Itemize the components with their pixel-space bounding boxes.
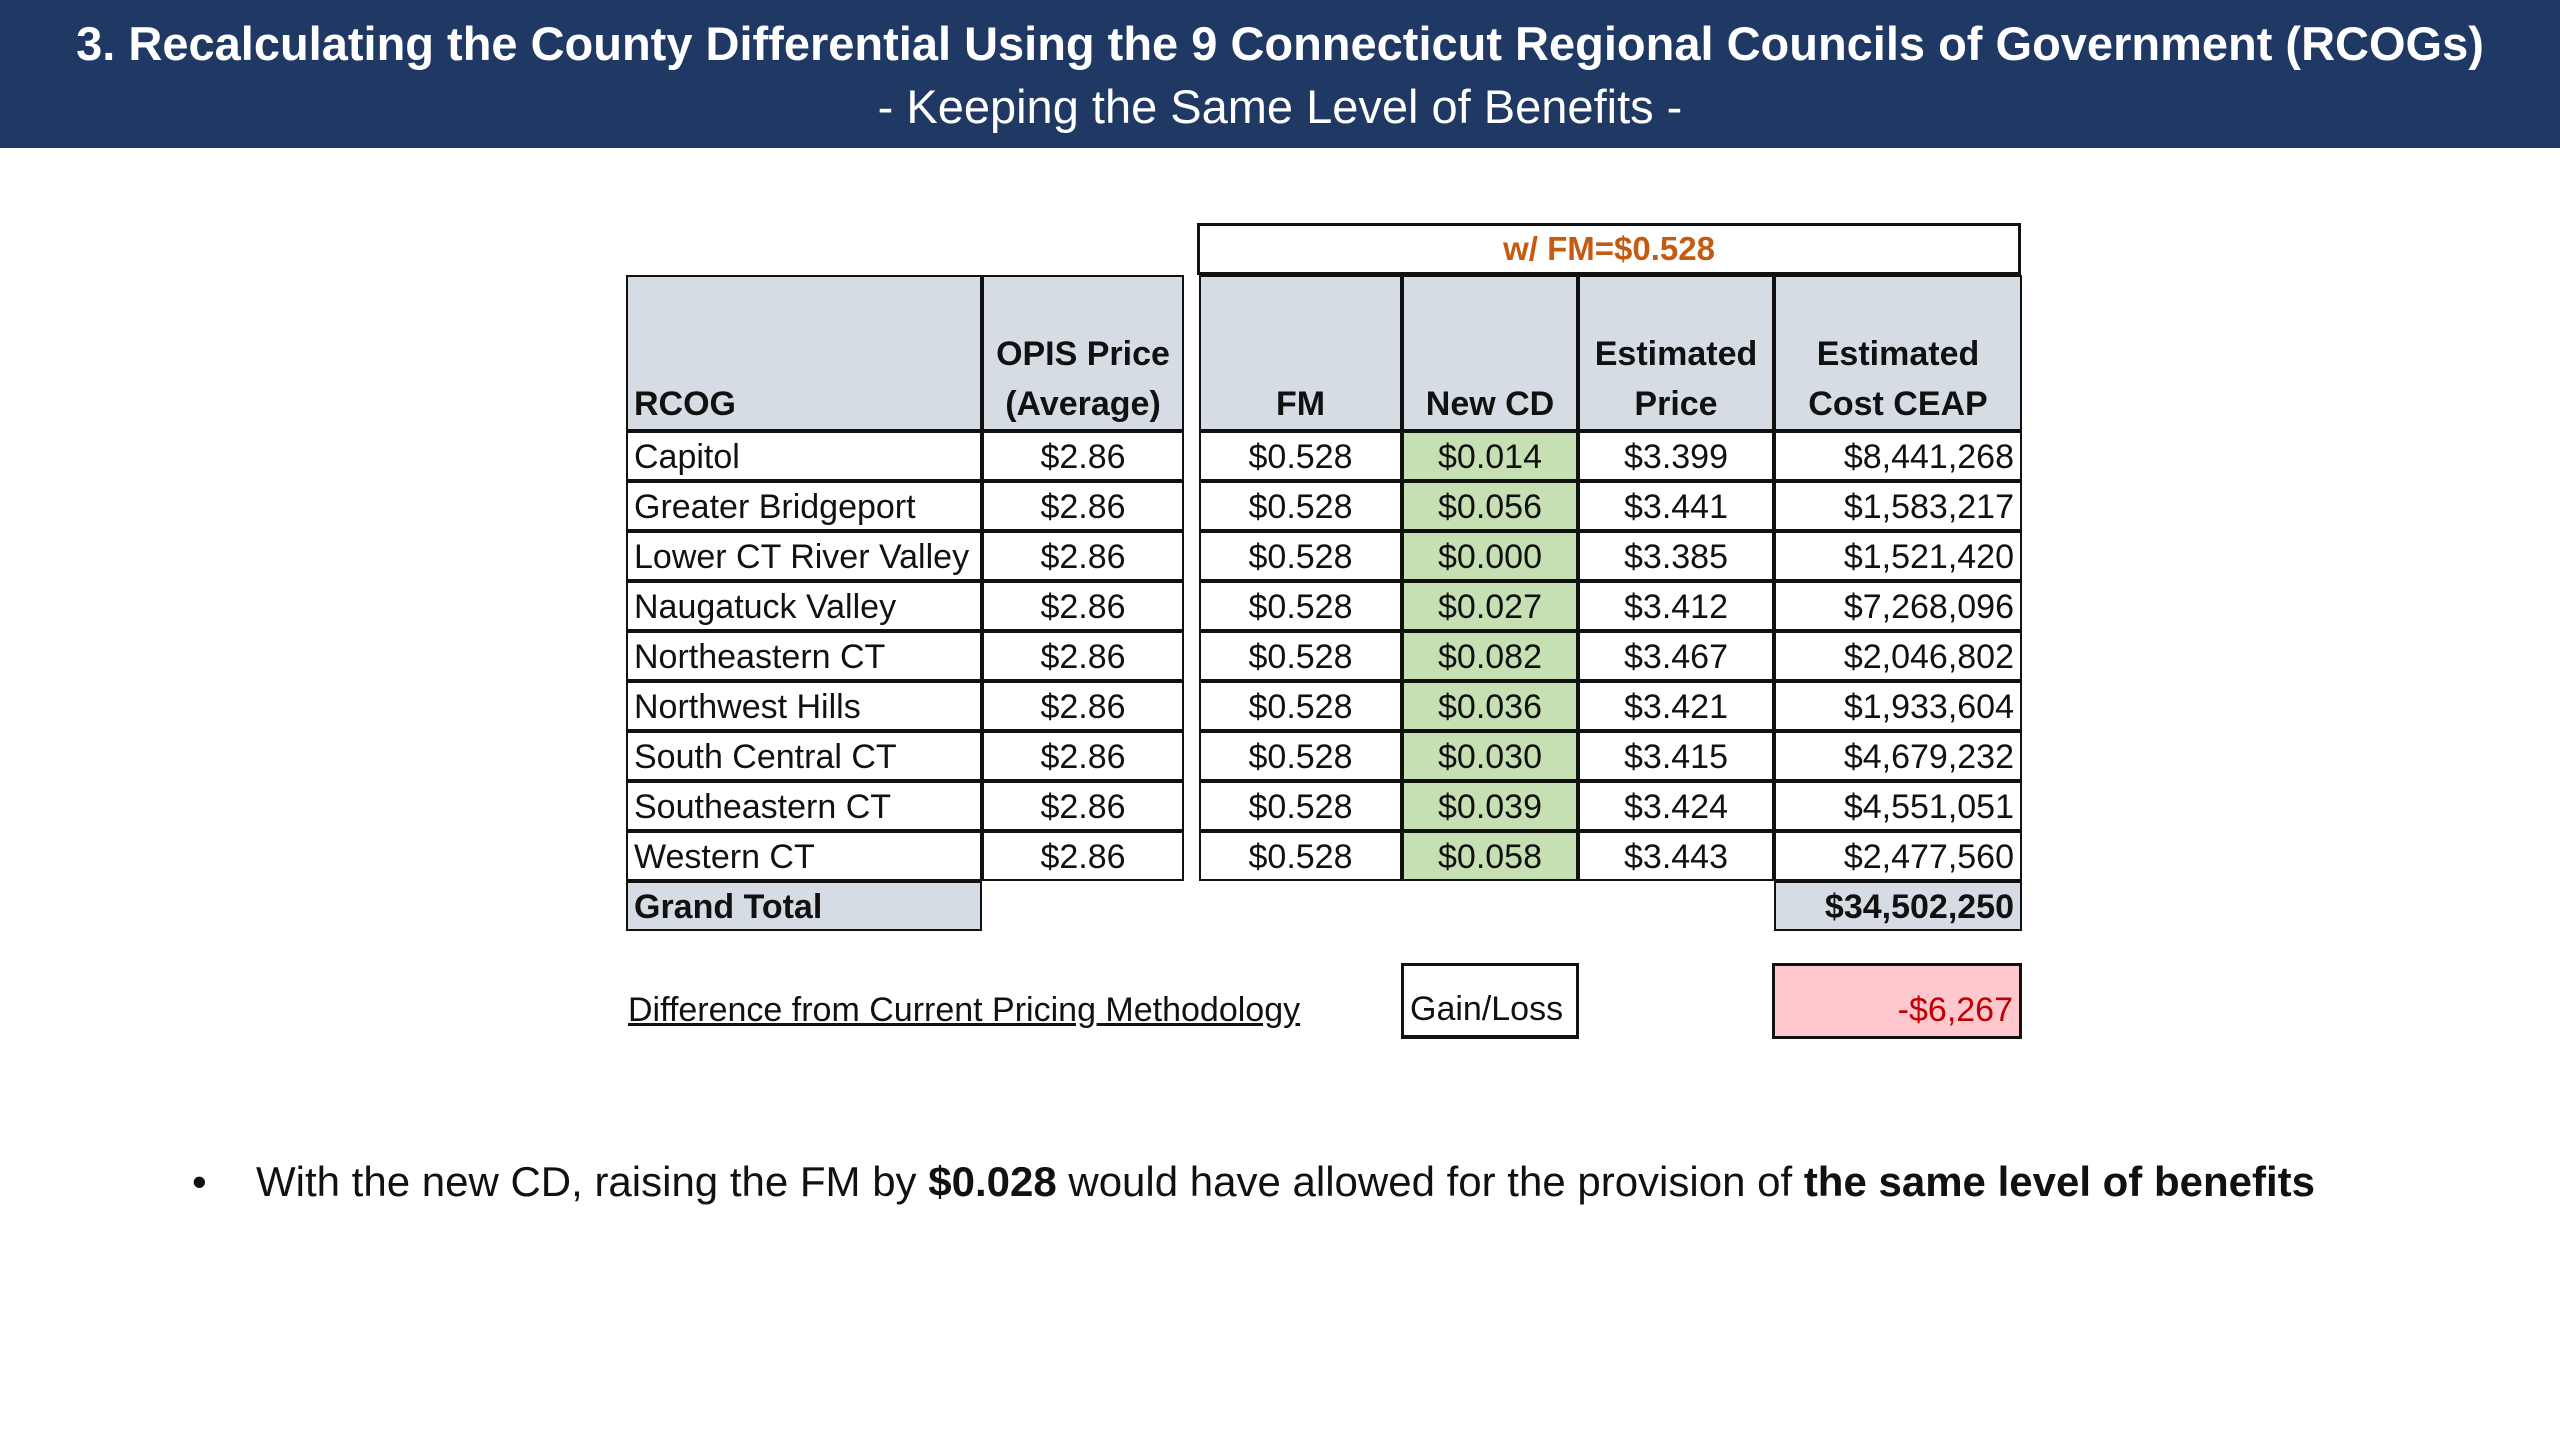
grand-total-label: Grand Total — [626, 881, 982, 931]
table-cell-opis: $2.86 — [982, 431, 1184, 481]
table-cell-cd: $0.039 — [1402, 781, 1578, 831]
table-cell-rcog: Northeastern CT — [626, 631, 982, 681]
table-cell-opis: $2.86 — [982, 481, 1184, 531]
table-cell-price: $3.415 — [1578, 731, 1774, 781]
table-cell-price: $3.385 — [1578, 531, 1774, 581]
page-title: 3. Recalculating the County Differential… — [76, 17, 2484, 70]
table-cell-fm: $0.528 — [1199, 781, 1402, 831]
table-cell-opis: $2.86 — [982, 531, 1184, 581]
col-header-opis: OPIS Price (Average) — [982, 275, 1184, 431]
col-header-fm-line-2: FM — [1275, 385, 1326, 423]
table-cell-cost: $4,679,232 — [1774, 731, 2022, 781]
table-cell-rcog: South Central CT — [626, 731, 982, 781]
difference-label: Difference from Current Pricing Methodol… — [628, 991, 1301, 1029]
table-cell-rcog: Capitol — [626, 431, 982, 481]
table-cell-cd: $0.014 — [1402, 431, 1578, 481]
bullet-bold-2: the same level of benefits — [1803, 1158, 2315, 1205]
table-cell-cd: $0.056 — [1402, 481, 1578, 531]
table-cell-fm: $0.528 — [1199, 631, 1402, 681]
col-header-fm-line-1 — [1201, 329, 1400, 379]
bullet-icon: • — [192, 1158, 207, 1205]
table-cell-opis: $2.86 — [982, 631, 1184, 681]
table-cell-cost: $1,933,604 — [1774, 681, 2022, 731]
col-header-fm: FM — [1199, 275, 1402, 431]
table-cell-price: $3.412 — [1578, 581, 1774, 631]
table-cell-cost: $2,477,560 — [1774, 831, 2022, 881]
col-header-price-line-2: Price — [1634, 385, 1718, 423]
table-cell-cd: $0.082 — [1402, 631, 1578, 681]
table-cell-fm: $0.528 — [1199, 481, 1402, 531]
bullet-bold-1: $0.028 — [928, 1158, 1057, 1205]
table-cell-rcog: Northwest Hills — [626, 681, 982, 731]
col-header-rcog: RCOG — [626, 275, 982, 431]
col-header-rcog-line-2: RCOG — [634, 385, 736, 423]
table-cell-cost: $8,441,268 — [1774, 431, 2022, 481]
title-banner: 3. Recalculating the County Differential… — [0, 0, 2560, 148]
col-header-cost-line-1: Estimated — [1816, 335, 1980, 373]
table-cell-cd: $0.000 — [1402, 531, 1578, 581]
table-cell-fm: $0.528 — [1199, 831, 1402, 881]
table-cell-cd: $0.027 — [1402, 581, 1578, 631]
table-cell-price: $3.424 — [1578, 781, 1774, 831]
col-header-cost: Estimated Cost CEAP — [1774, 275, 2022, 431]
table-cell-cost: $1,583,217 — [1774, 481, 2022, 531]
table-cell-cd: $0.058 — [1402, 831, 1578, 881]
table-cell-cost: $2,046,802 — [1774, 631, 2022, 681]
table-cell-fm: $0.528 — [1199, 581, 1402, 631]
col-header-opis-line-2: (Average) — [1005, 385, 1161, 423]
table-cell-cost: $7,268,096 — [1774, 581, 2022, 631]
table-cell-price: $3.441 — [1578, 481, 1774, 531]
table-cell-price: $3.399 — [1578, 431, 1774, 481]
page-subtitle: - Keeping the Same Level of Benefits - — [877, 80, 1683, 133]
table-cell-opis: $2.86 — [982, 831, 1184, 881]
table-cell-cost: $1,521,420 — [1774, 531, 2022, 581]
bullet-text-2: would have allowed for the provision of — [1056, 1158, 1804, 1205]
fm-group-label: w/ FM=$0.528 — [1197, 223, 2021, 275]
col-header-price: Estimated Price — [1578, 275, 1774, 431]
table-cell-price: $3.443 — [1578, 831, 1774, 881]
table-cell-rcog: Lower CT River Valley — [626, 531, 982, 581]
table-cell-price: $3.467 — [1578, 631, 1774, 681]
table-cell-rcog: Western CT — [626, 831, 982, 881]
col-header-price-line-1: Estimated — [1594, 335, 1758, 373]
table-cell-rcog: Greater Bridgeport — [626, 481, 982, 531]
difference-value: -$6,267 — [1772, 963, 2022, 1039]
table-cell-fm: $0.528 — [1199, 431, 1402, 481]
table-cell-fm: $0.528 — [1199, 731, 1402, 781]
table-cell-opis: $2.86 — [982, 581, 1184, 631]
table-cell-cd: $0.030 — [1402, 731, 1578, 781]
table-cell-fm: $0.528 — [1199, 681, 1402, 731]
table-cell-opis: $2.86 — [982, 681, 1184, 731]
grand-total-value: $34,502,250 — [1774, 881, 2022, 931]
table-cell-cost: $4,551,051 — [1774, 781, 2022, 831]
bullet-point: • With the new CD, raising the FM by $0.0… — [192, 1152, 2315, 1212]
col-header-newcd: New CD — [1402, 275, 1578, 431]
table-cell-opis: $2.86 — [982, 731, 1184, 781]
table-cell-opis: $2.86 — [982, 781, 1184, 831]
bullet-text-1: With the new CD, raising the FM by — [256, 1158, 929, 1205]
table-cell-fm: $0.528 — [1199, 531, 1402, 581]
col-header-cost-line-2: Cost CEAP — [1808, 385, 1988, 423]
col-header-newcd-line-2: New CD — [1425, 385, 1555, 423]
col-header-rcog-line-1 — [634, 329, 980, 379]
table-cell-cd: $0.036 — [1402, 681, 1578, 731]
table-cell-rcog: Southeastern CT — [626, 781, 982, 831]
col-header-newcd-line-1 — [1404, 329, 1576, 379]
gain-loss-label: Gain/Loss — [1401, 963, 1579, 1039]
col-header-opis-line-1: OPIS Price — [996, 335, 1170, 373]
table-cell-rcog: Naugatuck Valley — [626, 581, 982, 631]
table-cell-price: $3.421 — [1578, 681, 1774, 731]
